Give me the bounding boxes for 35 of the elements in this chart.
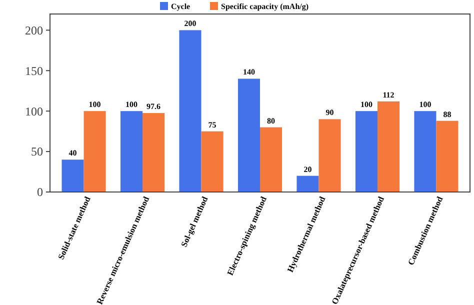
data-label: 40	[68, 148, 77, 158]
data-label: 100	[360, 100, 372, 110]
data-label: 140	[242, 68, 255, 77]
y-tick-label: 0	[37, 185, 43, 200]
data-label: 90	[326, 108, 334, 118]
bar	[296, 176, 319, 192]
data-label: 100	[419, 100, 432, 110]
data-label: 80	[267, 116, 276, 126]
bar	[260, 127, 282, 192]
bar	[142, 113, 165, 192]
data-label: 100	[88, 100, 101, 110]
bar	[84, 111, 106, 192]
y-tick-label: 50	[31, 144, 43, 159]
data-label: 112	[382, 90, 394, 100]
bar	[62, 160, 84, 192]
bar	[120, 111, 143, 192]
bar	[179, 30, 202, 192]
y-tick-label: 100	[25, 104, 43, 118]
data-label: 75	[208, 120, 216, 130]
data-label: 100	[126, 100, 138, 110]
y-tick-label: 150	[25, 64, 43, 78]
bar	[355, 111, 378, 192]
bar	[377, 101, 400, 192]
data-label: 97.6	[146, 102, 161, 112]
y-tick-label: 200	[25, 23, 43, 38]
bar	[318, 119, 341, 192]
bar	[201, 131, 224, 192]
data-label: 200	[184, 19, 196, 28]
legend-label: Cycle	[171, 2, 191, 11]
bar	[238, 78, 260, 192]
data-label: 20	[304, 164, 312, 174]
bar	[436, 120, 458, 192]
bar	[414, 111, 436, 192]
legend-label: Specific capacity (mAh/g)	[221, 2, 309, 11]
data-label: 88	[443, 110, 452, 119]
